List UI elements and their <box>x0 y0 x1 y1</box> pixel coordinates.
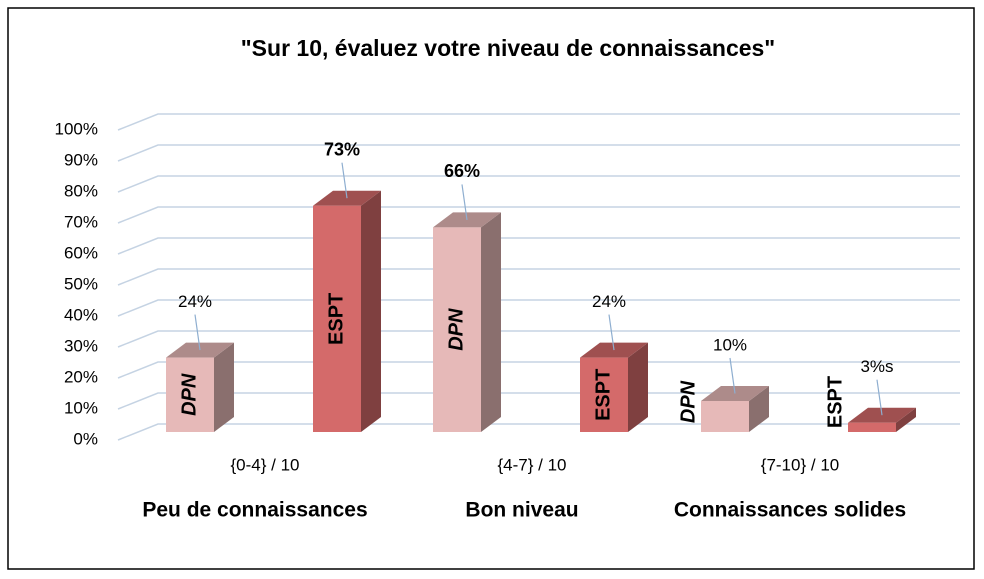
group-label: Bon niveau <box>465 499 578 522</box>
value-label: 73% <box>324 139 360 159</box>
grid-line <box>117 237 960 255</box>
bar-side <box>481 212 501 432</box>
grid-line <box>117 144 960 162</box>
grid-line <box>117 330 960 348</box>
y-tick-label: 0% <box>73 429 98 448</box>
x-tick-label: {0-4} / 10 <box>230 455 299 474</box>
bar <box>166 357 214 432</box>
y-tick-label: 70% <box>64 212 98 231</box>
bar-series-name: DPN <box>445 308 467 351</box>
bar-side <box>361 190 381 432</box>
value-label: 10% <box>713 335 747 354</box>
leader-line <box>461 184 468 220</box>
bar <box>313 205 361 432</box>
grid-line <box>117 361 960 379</box>
bar <box>701 401 749 432</box>
bar-series-name: ESPT <box>592 369 614 421</box>
y-tick-label: 60% <box>64 243 98 262</box>
bar-side <box>214 342 234 432</box>
bar-side <box>896 407 916 432</box>
value-label: 24% <box>178 292 212 311</box>
bar-series-name: ESPT <box>824 376 846 428</box>
group-label: Peu de connaissances <box>142 499 367 522</box>
bar-series-name: ESPT <box>325 293 347 345</box>
y-tick-label: 30% <box>64 336 98 355</box>
grid-line <box>117 113 960 131</box>
bar-series-name: DPN <box>677 380 699 423</box>
y-tick-label: 50% <box>64 274 98 293</box>
value-label: 24% <box>592 292 626 311</box>
grid-line <box>117 206 960 224</box>
bar <box>580 357 628 432</box>
y-tick-label: 100% <box>55 119 98 138</box>
value-label: 3%s <box>860 357 893 376</box>
bar <box>433 227 481 432</box>
chart-title: "Sur 10, évaluez votre niveau de connais… <box>241 35 775 61</box>
y-tick-label: 10% <box>64 398 98 417</box>
leader-line <box>194 314 201 351</box>
x-tick-label: {7-10} / 10 <box>761 455 839 474</box>
grid-line <box>117 175 960 193</box>
leader-line <box>608 314 615 351</box>
value-label: 66% <box>444 161 480 181</box>
grid-line <box>117 423 960 441</box>
group-label: Connaissances solides <box>674 499 906 522</box>
bar-side <box>749 386 769 432</box>
leader-line <box>876 379 883 416</box>
y-tick-label: 40% <box>64 305 98 324</box>
y-tick-label: 80% <box>64 181 98 200</box>
bar <box>848 422 896 432</box>
leader-line <box>729 357 736 394</box>
grid-line <box>117 392 960 410</box>
bar-series-name: DPN <box>178 373 200 416</box>
grid-line <box>117 299 960 317</box>
y-tick-label: 20% <box>64 367 98 386</box>
grid-line <box>117 268 960 286</box>
leader-line <box>341 162 348 199</box>
y-tick-label: 90% <box>64 150 98 169</box>
bar-side <box>628 342 648 432</box>
x-tick-label: {4-7} / 10 <box>497 455 566 474</box>
